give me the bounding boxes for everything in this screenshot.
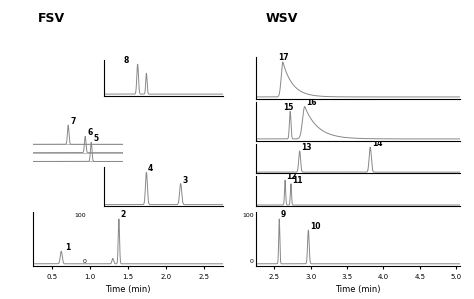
- Text: 9: 9: [281, 210, 286, 219]
- Text: 13: 13: [301, 143, 311, 152]
- Text: 5: 5: [93, 134, 98, 143]
- Text: 14: 14: [372, 139, 382, 148]
- Text: 3: 3: [182, 176, 188, 185]
- Text: 100: 100: [74, 213, 86, 218]
- Text: 0: 0: [250, 259, 254, 264]
- Text: 7: 7: [70, 117, 75, 126]
- Text: 11: 11: [292, 176, 303, 185]
- Text: 8: 8: [124, 56, 129, 65]
- Text: 17: 17: [278, 53, 288, 62]
- X-axis label: Time (min): Time (min): [335, 285, 381, 294]
- Text: 2: 2: [120, 210, 126, 219]
- Text: 15: 15: [283, 103, 293, 112]
- X-axis label: Time (min): Time (min): [105, 285, 151, 294]
- Text: WSV: WSV: [265, 12, 298, 25]
- Text: FSV: FSV: [38, 12, 65, 25]
- Text: 100: 100: [242, 213, 254, 218]
- Text: 4: 4: [148, 164, 154, 173]
- Text: 0: 0: [82, 259, 86, 264]
- Text: 1: 1: [65, 243, 70, 252]
- Text: 16: 16: [306, 98, 317, 107]
- Text: 6: 6: [87, 128, 92, 137]
- Text: 10: 10: [310, 222, 320, 231]
- Text: 12: 12: [286, 172, 297, 181]
